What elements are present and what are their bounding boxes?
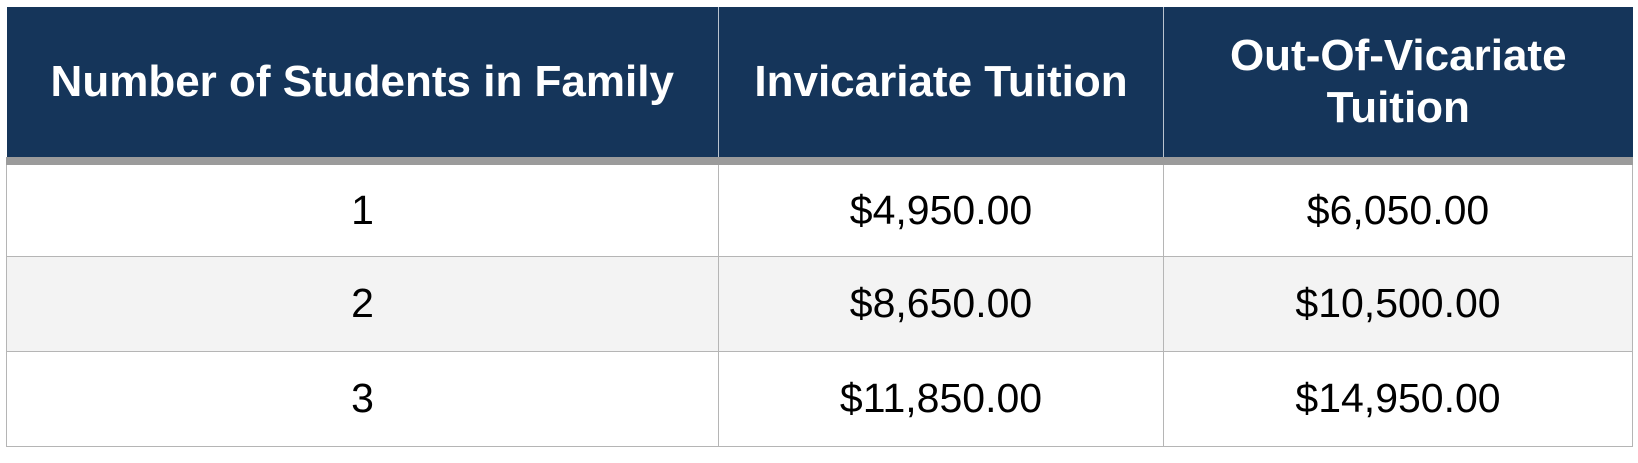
header-students-in-family: Number of Students in Family (6, 7, 719, 165)
header-out-of-vicariate-tuition: Out-Of-Vicariate Tuition (1163, 7, 1633, 165)
out-of-vicariate-tuition-cell: $6,050.00 (1163, 160, 1633, 257)
table-row: 3 $11,850.00 $14,950.00 (6, 350, 1633, 447)
invicariate-tuition-cell: $11,850.00 (718, 350, 1164, 447)
out-of-vicariate-tuition-cell: $14,950.00 (1163, 350, 1633, 447)
tuition-table: Number of Students in Family Invicariate… (6, 7, 1633, 447)
table-header: Number of Students in Family Invicariate… (6, 7, 1633, 165)
students-count-cell: 3 (6, 350, 719, 447)
invicariate-tuition-cell: $4,950.00 (718, 160, 1164, 257)
table-body: 1 $4,950.00 $6,050.00 2 $8,650.00 $10,50… (6, 160, 1633, 447)
invicariate-tuition-cell: $8,650.00 (718, 255, 1164, 352)
header-invicariate-tuition: Invicariate Tuition (718, 7, 1164, 165)
header-row: Number of Students in Family Invicariate… (6, 7, 1633, 165)
table-row: 2 $8,650.00 $10,500.00 (6, 255, 1633, 352)
students-count-cell: 1 (6, 160, 719, 257)
students-count-cell: 2 (6, 255, 719, 352)
out-of-vicariate-tuition-cell: $10,500.00 (1163, 255, 1633, 352)
table-row: 1 $4,950.00 $6,050.00 (6, 160, 1633, 257)
